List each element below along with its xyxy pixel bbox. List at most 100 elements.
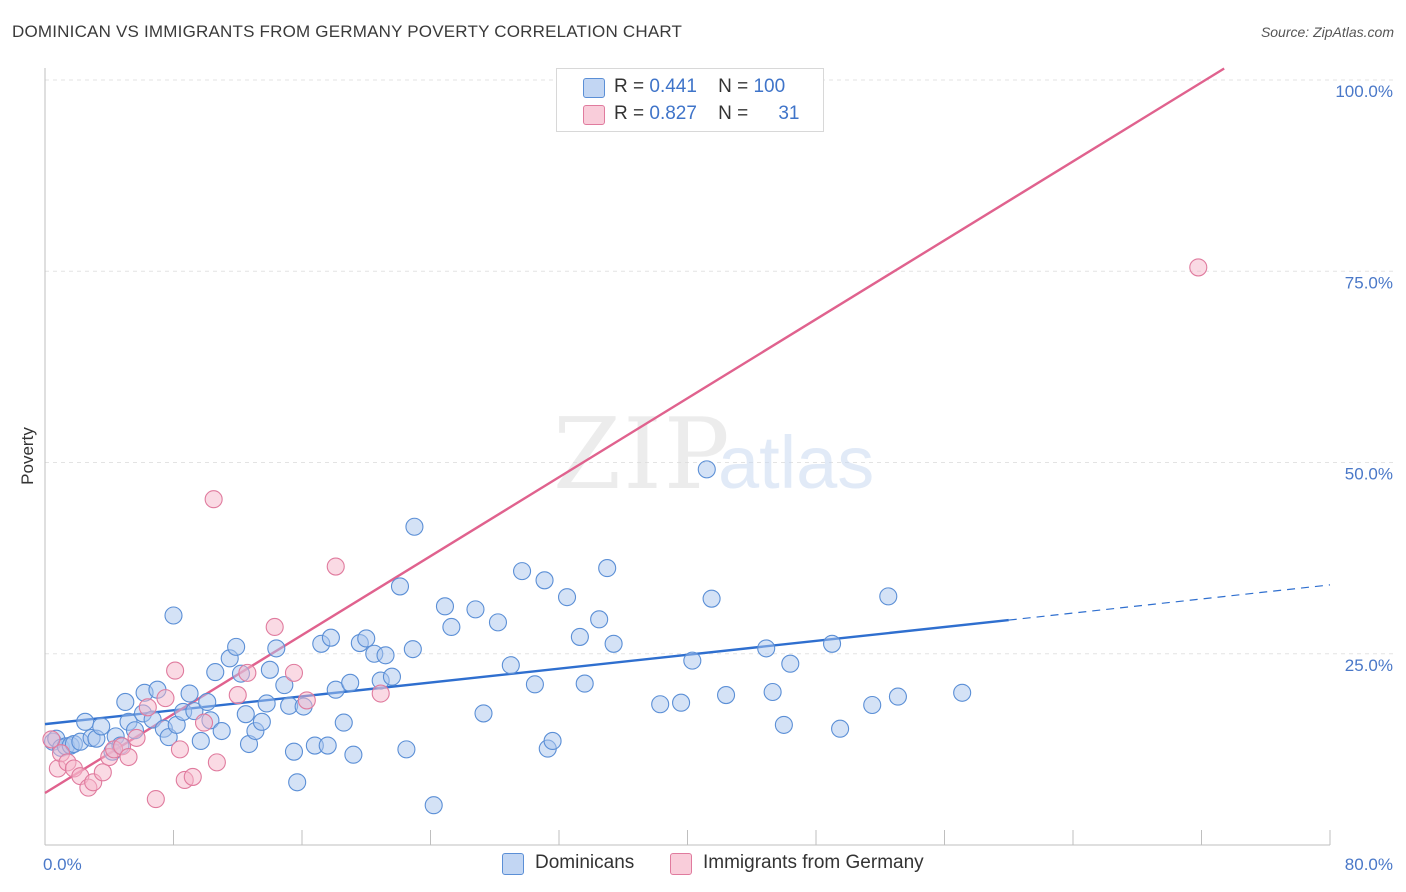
series-legend: Dominicans Immigrants from Germany	[0, 851, 1406, 877]
point-dominicans	[76, 712, 95, 731]
point-germany	[127, 728, 146, 747]
point-dominicans	[879, 587, 898, 606]
point-germany	[119, 747, 138, 767]
gridlines	[45, 79, 1395, 655]
legend-n-label: N =	[718, 76, 749, 97]
point-dominicans	[442, 617, 461, 637]
point-dominicans	[598, 559, 617, 578]
point-dominicans	[831, 719, 850, 738]
point-dominicans	[390, 577, 410, 596]
point-germany	[170, 740, 189, 759]
point-dominicans	[403, 640, 422, 659]
point-dominicans	[888, 687, 907, 706]
point-dominicans	[236, 705, 255, 724]
point-dominicans	[260, 660, 279, 679]
point-dominicans	[116, 692, 135, 711]
point-dominicans	[590, 610, 609, 629]
point-dominicans	[466, 600, 485, 619]
point-dominicans	[535, 571, 554, 590]
point-dominicans	[92, 717, 111, 736]
legend-swatch-pink	[583, 105, 605, 125]
point-germany	[204, 490, 223, 509]
point-dominicans	[672, 693, 691, 712]
point-dominicans	[435, 597, 455, 616]
stats-legend: R = 0.441 N = 100 R = 0.827 N = 31	[556, 68, 824, 132]
legend-n-value: 100	[753, 76, 786, 97]
scatter-points	[42, 258, 1208, 815]
point-dominicans	[164, 606, 183, 625]
legend-label-germany: Immigrants from Germany	[703, 852, 924, 873]
point-dominicans	[651, 695, 670, 714]
point-dominicans	[570, 627, 589, 646]
point-dominicans	[382, 667, 402, 686]
chart-title: DOMINICAN VS IMMIGRANTS FROM GERMANY POV…	[12, 22, 683, 41]
point-germany	[42, 730, 61, 749]
point-dominicans	[180, 684, 199, 703]
point-dominicans	[823, 634, 842, 653]
legend-r-label: R =	[614, 103, 645, 124]
point-dominicans	[334, 713, 353, 732]
point-germany	[284, 663, 304, 682]
legend-swatch-blue	[502, 853, 524, 875]
point-dominicans	[683, 651, 702, 670]
point-dominicans	[757, 639, 776, 658]
legend-n-value: 31	[778, 103, 800, 124]
point-dominicans	[604, 634, 623, 653]
point-dominicans	[405, 517, 424, 536]
point-dominicans	[557, 588, 577, 607]
point-dominicans	[376, 646, 395, 665]
legend-r-value: 0.441	[649, 76, 697, 97]
point-dominicans	[702, 589, 721, 608]
point-dominicans	[191, 731, 210, 751]
watermark-atlas: atlas	[718, 421, 874, 504]
point-dominicans	[257, 694, 276, 713]
point-germany	[297, 691, 316, 710]
point-dominicans	[763, 682, 782, 702]
watermark: ZIP atlas	[553, 398, 874, 512]
y-tick-label: 25.0%	[1345, 656, 1393, 675]
legend-swatch-pink	[670, 853, 692, 875]
point-dominicans	[275, 676, 294, 695]
point-germany	[183, 767, 202, 786]
point-dominicans	[198, 692, 217, 711]
watermark-zip: ZIP	[553, 398, 732, 512]
point-dominicans	[716, 686, 736, 705]
point-germany	[93, 763, 112, 782]
point-germany	[207, 753, 226, 772]
point-dominicans	[326, 680, 345, 699]
point-dominicans	[774, 715, 793, 734]
point-dominicans	[697, 460, 716, 479]
point-dominicans	[397, 740, 416, 759]
y-tick-label: 100.0%	[1335, 82, 1393, 101]
point-germany	[1189, 258, 1208, 277]
legend-r-value: 0.827	[649, 103, 697, 124]
x-tick-label: 0.0%	[43, 855, 82, 874]
point-germany	[238, 663, 257, 682]
legend-r-label: R =	[614, 76, 645, 97]
point-dominicans	[227, 637, 246, 656]
trendline-extension-dominicans	[1008, 584, 1331, 621]
legend-swatch-blue	[583, 78, 605, 98]
point-dominicans	[318, 736, 337, 755]
point-dominicans	[474, 704, 493, 723]
point-dominicans	[267, 639, 286, 658]
point-germany	[265, 617, 284, 637]
point-dominicans	[357, 629, 376, 648]
point-germany	[138, 698, 157, 717]
tick-labels: 25.0% 50.0% 75.0% 100.0% 0.0% 80.0%	[43, 82, 1393, 874]
legend-n-label: N =	[718, 103, 749, 124]
point-dominicans	[341, 673, 360, 692]
point-germany	[326, 557, 345, 576]
point-dominicans	[488, 613, 508, 632]
point-germany	[194, 713, 214, 732]
point-dominicans	[513, 562, 532, 581]
point-dominicans	[252, 712, 271, 731]
point-dominicans	[206, 663, 225, 682]
point-dominicans	[321, 628, 340, 647]
point-dominicans	[288, 773, 307, 792]
legend-label-dominicans: Dominicans	[535, 852, 635, 873]
point-germany	[371, 684, 390, 703]
axes	[44, 68, 1331, 846]
y-axis-label: Poverty	[18, 427, 37, 485]
